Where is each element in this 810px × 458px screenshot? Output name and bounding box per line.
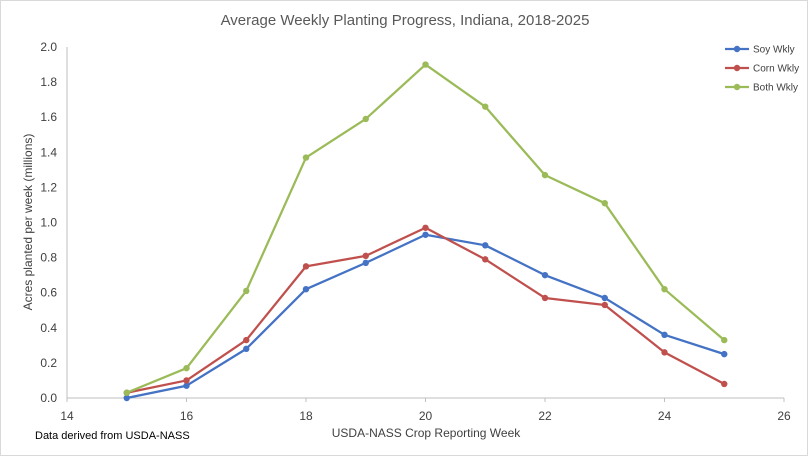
corn-wkly-point [243,336,250,344]
y-tick-label: 0.8 [40,251,57,265]
y-tick-label: 0.0 [40,391,57,405]
both-wkly-point [541,171,549,179]
legend-swatch-marker [733,64,741,72]
y-tick-label: 0.6 [40,286,57,300]
legend-label: Soy Wkly [753,45,795,56]
corn-wkly-point [482,256,489,263]
soy-wkly-point [721,350,728,358]
legend: Soy Wkly Corn Wkly Both Wkly [725,45,799,94]
both-wkly-point [422,61,429,68]
corn-wkly-point [601,301,608,309]
both-wkly-point [302,154,310,161]
legend-item-soy-wkly: Soy Wkly [725,45,795,56]
soy-wkly-point [601,294,608,302]
y-tick-label: 1.6 [40,110,57,124]
x-tick-label: 20 [419,409,433,423]
legend-swatch-marker [733,45,741,53]
chart-title: Average Weekly Planting Progress, Indian… [221,12,590,29]
soy-wkly-point [123,394,130,402]
y-tick-label: 1.4 [40,145,57,159]
x-tick-label: 18 [299,409,313,423]
source-note: Data derived from USDA-NASS [35,430,190,442]
x-axis-label: USDA-NASS Crop Reporting Week [332,426,522,440]
soy-wkly-point [302,285,310,293]
y-tick-label: 2.0 [40,40,57,54]
series-layer [123,61,728,402]
soy-wkly-point [183,382,190,389]
x-tick-label: 14 [60,409,74,423]
x-tick-label: 26 [777,409,791,423]
legend-label: Both Wkly [753,83,798,94]
x-tick-label: 22 [538,409,552,423]
both-wkly-point [243,287,250,295]
soy-wkly-point [422,231,429,238]
y-tick-label: 1.8 [40,75,57,89]
soy-wkly-point [541,271,549,279]
soy-wkly-point [482,242,489,249]
both-wkly-point [183,364,190,372]
both-wkly-point [362,115,369,123]
corn-wkly-point [302,263,310,270]
both-wkly-point [721,336,728,344]
x-tick-label: 24 [658,409,672,423]
corn-wkly-point [721,380,728,388]
corn-wkly-point [422,224,429,231]
both-wkly-point [601,199,608,207]
legend-item-both-wkly: Both Wkly [725,83,798,94]
soy-wkly-point [362,259,369,267]
y-tick-label: 0.2 [40,356,57,370]
legend-swatch-marker [733,83,741,91]
y-tick-label: 0.4 [40,321,57,335]
x-tick-label: 16 [180,409,194,423]
y-tick-label: 1.2 [40,180,57,194]
soy-wkly-point [661,331,668,339]
legend-item-corn-wkly: Corn Wkly [725,64,799,75]
corn-wkly-point [183,377,190,384]
y-tick-labels: 0.0 0.2 0.4 0.6 0.8 1.0 1.2 1.4 1.6 1.8 2.0 [40,40,57,405]
y-axis-label: Acres planted per week (millions) [21,134,35,311]
x-tick-labels: 14 16 18 20 22 24 26 [60,398,791,423]
both-wkly-point [482,103,489,110]
axes [66,47,784,399]
soy-wkly-line [126,233,725,400]
soy-wkly-point [243,345,250,353]
corn-wkly-point [362,252,369,260]
corn-wkly-point [541,294,549,302]
both-wkly-point [661,285,668,293]
corn-wkly-point [661,349,668,356]
y-tick-label: 1.0 [40,216,57,230]
legend-label: Corn Wkly [753,64,799,75]
both-wkly-point [123,389,130,396]
